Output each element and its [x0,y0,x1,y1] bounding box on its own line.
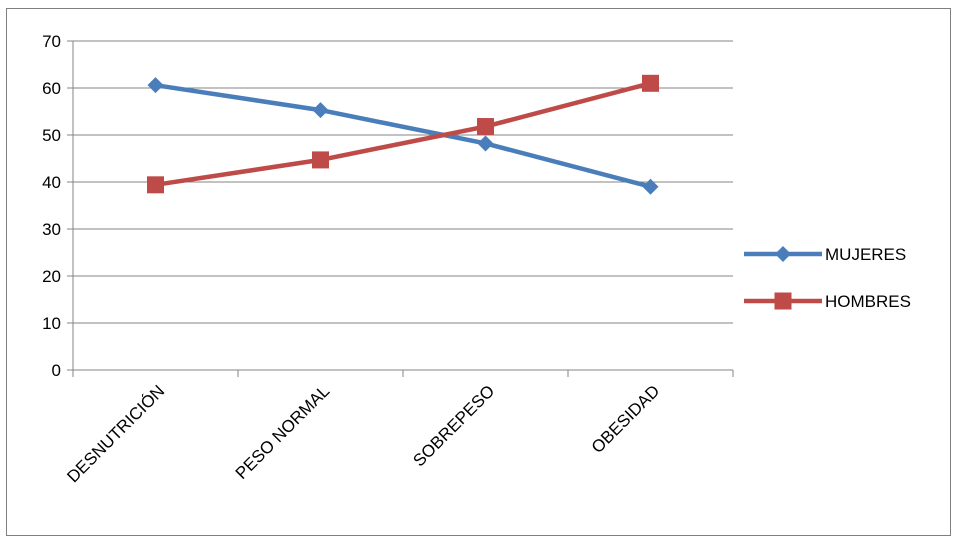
x-tick-label: PESO NORMAL [232,381,334,483]
y-tick-label: 40 [42,173,61,192]
series [147,74,659,195]
y-tick-labels: 0 10 20 30 40 50 60 70 [42,32,61,380]
y-tick-label: 10 [42,314,61,333]
y-tick-label: 50 [42,126,61,145]
series-line [155,82,652,189]
y-tick-label: 0 [52,361,61,380]
x-tick-label: SOBREPESO [409,381,498,470]
y-tick-label: 70 [42,32,61,51]
y-tick-label: 30 [42,220,61,239]
diamond-point [147,77,164,94]
legend-label: HOMBRES [825,292,911,311]
legend-label: MUJERES [825,245,906,264]
legend: MUJERES HOMBRES [744,245,911,311]
series-line [155,81,652,188]
series-mujeres [147,77,659,195]
diamond-point [477,135,494,152]
chart-area [6,8,951,536]
legend-square-icon [774,292,792,310]
square-point [147,176,164,194]
diamond-point [642,178,659,195]
x-tick-label: OBESIDAD [588,381,664,457]
x-tick-label: DESNUTRICIÓN [63,381,168,486]
square-point [642,74,659,92]
square-point [312,151,329,169]
legend-item: MUJERES [744,245,906,264]
square-point [477,118,494,136]
axes [72,41,733,371]
legend-item: HOMBRES [744,292,911,311]
x-tick-labels: DESNUTRICIÓN PESO NORMAL SOBREPESO OBESIDAD [63,381,663,486]
y-tick-label: 60 [42,79,61,98]
series-hombres [147,74,659,194]
y-tick-label: 20 [42,267,61,286]
diamond-point [312,102,329,119]
gridlines [67,40,734,377]
legend-diamond-icon [775,246,791,262]
